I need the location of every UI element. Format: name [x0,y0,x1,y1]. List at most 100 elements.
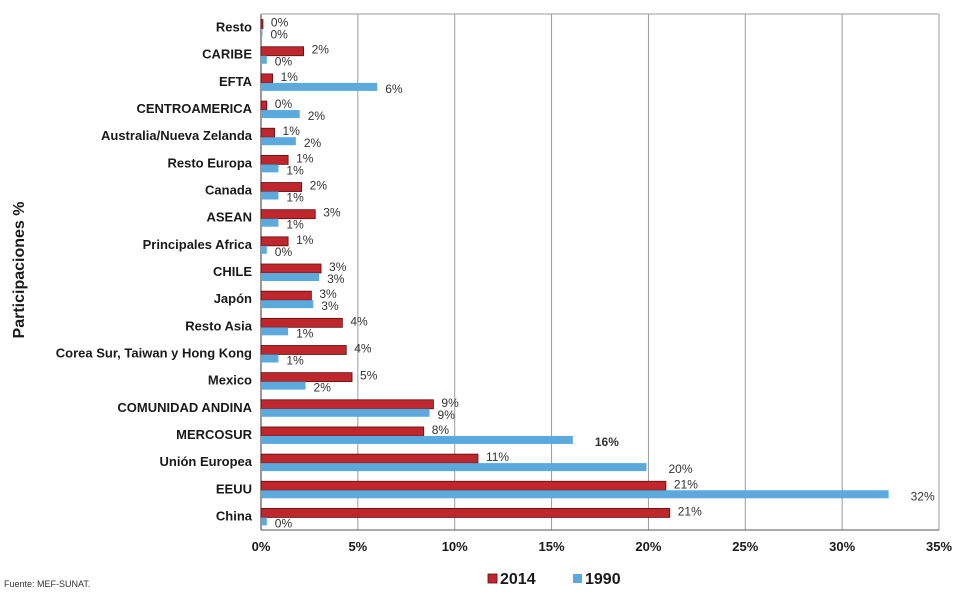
category-label: MERCOSUR [176,427,252,442]
bar-2014 [260,154,289,165]
bar-2014 [260,182,303,192]
data-label-2014: 3% [323,206,341,220]
data-label-1990: 1% [296,326,314,340]
data-label-1990: 1% [286,191,304,205]
bar-2014 [260,209,316,220]
bar-1990 [261,327,289,336]
data-label-2014: 3% [329,260,347,274]
bar-2014 [260,426,425,437]
data-label-1990: 2% [314,381,332,395]
data-label-1990: 3% [327,272,345,286]
bar-2014 [260,317,343,328]
category-label: Unión Europea [160,454,253,469]
y-axis-title: Participaciones % [11,202,28,339]
category-label: CHILE [213,264,252,279]
category-label: ASEAN [206,210,252,225]
data-label-2014: 0% [275,97,293,111]
bar-2014 [260,19,264,29]
data-label-2014: 8% [432,423,450,437]
bar-2014 [260,345,347,355]
bar-1990 [261,408,430,417]
category-label: Japón [214,291,252,306]
x-axis-ticks: 0% 5% 10% 15% 20% 25% 30% 35% [252,539,953,554]
data-label-2014: 21% [678,504,702,518]
data-label-1990: 0% [271,28,289,42]
data-label-2014: 1% [281,70,299,84]
data-label-1990: 2% [308,109,326,123]
bar-2014 [260,236,289,247]
data-label-1990: 0% [275,245,293,259]
data-label-2014: 0% [271,16,289,30]
bar-1990 [261,110,300,119]
bar-1990 [261,381,306,390]
bar-2014 [260,127,275,138]
bar-1990 [261,273,320,281]
bar-2014 [260,508,671,518]
data-label-1990: 2% [304,136,322,150]
x-tick-label: 15% [539,539,565,554]
bar-1990 [261,55,267,64]
legend-label-2014: 2014 [500,571,536,588]
bar-1990 [261,218,279,227]
bar-2014 [260,73,274,84]
x-tick-label: 30% [829,539,855,554]
category-label: COMUNIDAD ANDINA [117,400,252,415]
data-label-1990: 3% [321,299,339,313]
data-label-1990: 9% [438,408,456,422]
category-label: CENTROAMERICA [136,101,252,116]
x-tick-label: 35% [926,539,952,554]
data-label-2014: 2% [312,43,330,57]
category-label: Corea Sur, Taiwan y Hong Kong [56,345,252,360]
category-label: Principales Africa [143,237,253,252]
category-label: EEUU [216,481,252,496]
x-tick-label: 20% [635,539,661,554]
category-label: Resto [216,20,252,35]
data-label-2014: 2% [310,179,328,193]
bar-2014 [260,46,305,57]
bar-1990 [261,490,889,499]
data-label-1990: 1% [286,218,304,232]
bar-1990 [261,82,378,91]
category-label: Mexico [208,373,252,388]
bar-1990 [261,28,263,37]
data-label-1990: 6% [385,82,403,96]
data-label-2014: 4% [354,341,372,355]
data-label-1990: 1% [286,353,304,367]
bar-2014 [260,372,353,383]
bar-1990 [261,354,279,363]
data-label-2014: 11% [486,450,509,464]
legend-swatch-1990 [573,574,582,583]
bar-2014 [260,480,667,491]
bar-1990 [261,191,279,200]
category-label: EFTA [219,74,253,89]
category-label: CARIBE [202,47,252,62]
bar-2014 [260,100,268,111]
bar-2014 [260,453,479,464]
bar-1990 [261,300,314,309]
data-label-2014: 21% [674,477,698,491]
x-tick-label: 5% [348,539,367,554]
bar-2014 [260,399,434,410]
data-labels: 0%0%2%0%1%6%0%2%1%2%1%1%2%1%3%1%1%0%3%3%… [271,16,935,531]
bar-1990 [261,245,267,254]
x-tick-label: 0% [252,539,271,554]
bar-1990 [261,435,573,444]
x-tick-label: 10% [442,539,468,554]
data-label-2014: 3% [319,287,337,301]
x-tick-label: 25% [732,539,758,554]
category-labels: Resto CARIBE EFTA CENTROAMERICA Australia/Nu… [56,20,253,524]
gridlines [260,13,940,531]
bar-2014 [260,290,312,301]
data-label-1990: 32% [911,489,935,503]
legend: 2014 1990 [487,571,621,588]
data-label-1990: 0% [275,516,293,530]
data-label-1990: 16% [595,435,619,449]
bar-1990 [261,137,296,146]
data-label-1990: 20% [668,462,692,476]
category-label: China [216,508,253,523]
legend-swatch-2014 [487,573,498,584]
data-label-1990: 1% [286,163,304,177]
category-label: Resto Asia [185,318,252,333]
data-label-2014: 9% [441,396,459,410]
